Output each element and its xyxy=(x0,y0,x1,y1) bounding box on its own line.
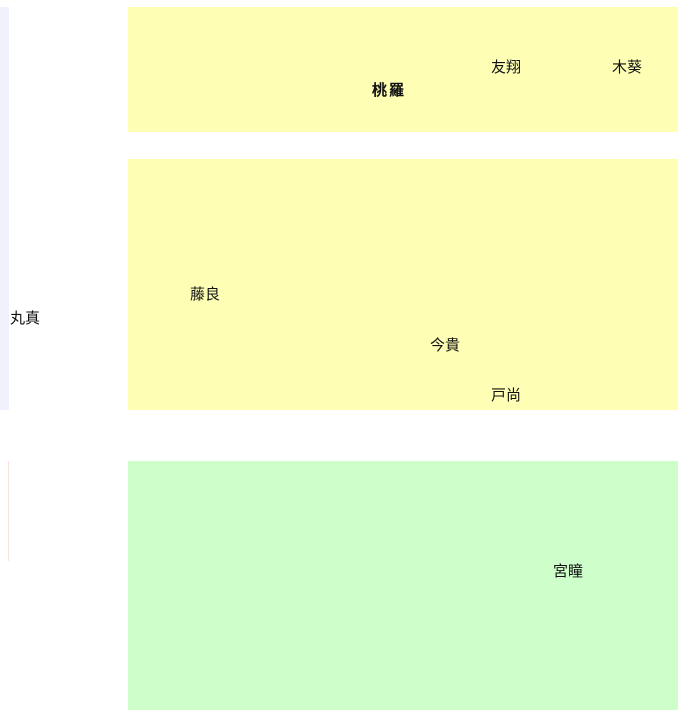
side-strip-middle xyxy=(0,159,9,410)
side-label: 丸真 xyxy=(10,309,41,327)
band-bottom xyxy=(128,461,678,710)
node-label: 戸尚 xyxy=(491,386,522,404)
side-strip-bottom xyxy=(8,461,9,561)
node-label: 藤良 xyxy=(190,285,221,303)
node-label: 今貴 xyxy=(430,336,461,354)
overlap-text: 羅 xyxy=(389,81,405,99)
overlap-text: 桃 xyxy=(372,81,388,99)
side-strip-top xyxy=(0,7,9,159)
node-label: 友翔 xyxy=(491,58,522,76)
node-label-overlapping: 桃 羅 xyxy=(372,83,406,101)
node-label: 宮瞳 xyxy=(553,562,584,580)
band-middle xyxy=(128,159,678,410)
node-label: 木葵 xyxy=(612,58,643,76)
band-top xyxy=(128,7,678,132)
